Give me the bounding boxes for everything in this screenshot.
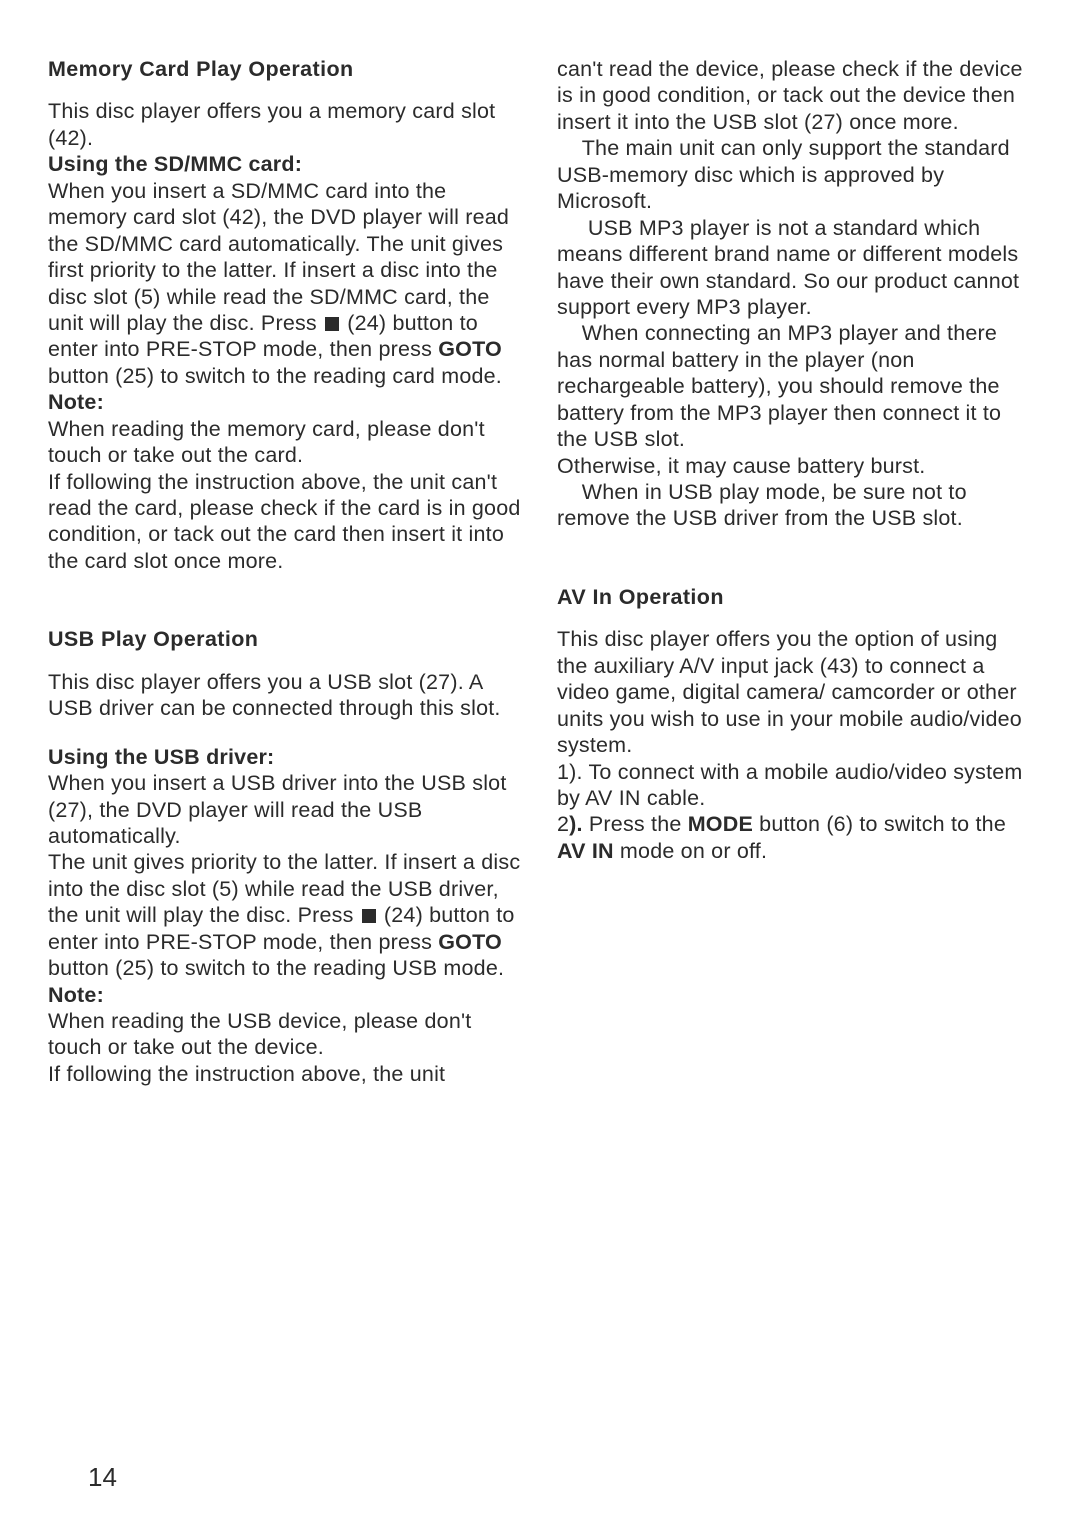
- usb-note-2: If following the instruction above, the …: [48, 1061, 523, 1087]
- memcard-body-c: button (25) to switch to the reading car…: [48, 364, 502, 388]
- memcard-title: Memory Card Play Operation: [48, 56, 523, 82]
- usb-subheading: Using the USB driver:: [48, 744, 523, 770]
- right-column: can't read the device, please check if t…: [557, 56, 1032, 1087]
- mode-label: MODE: [688, 812, 753, 836]
- av-3c: button (6) to switch to the: [753, 812, 1006, 836]
- usb-note-label: Note:: [48, 982, 523, 1008]
- memcard-body: When you insert a SD/MMC card into the m…: [48, 178, 523, 390]
- usb-intro: This disc player offers you a USB slot (…: [48, 669, 523, 722]
- usb-note-1: When reading the USB device, please don'…: [48, 1008, 523, 1061]
- page-number: 14: [88, 1462, 117, 1493]
- av-3d: mode on or off.: [614, 839, 767, 863]
- memcard-note-1: When reading the memory card, please don…: [48, 416, 523, 469]
- left-column: Memory Card Play Operation This disc pla…: [48, 56, 523, 1087]
- right-cont-1: can't read the device, please check if t…: [557, 56, 1032, 135]
- av-body-2: 1). To connect with a mobile audio/video…: [557, 759, 1032, 812]
- av-3b: Press the: [583, 812, 688, 836]
- av-body-1: This disc player offers you the option o…: [557, 626, 1032, 758]
- av-title: AV In Operation: [557, 584, 1032, 610]
- goto-label: GOTO: [438, 930, 502, 954]
- right-cont-4: When connecting an MP3 player and there …: [557, 320, 1032, 452]
- memcard-intro: This disc player offers you a memory car…: [48, 98, 523, 151]
- right-cont-6: When in USB play mode, be sure not to re…: [557, 479, 1032, 532]
- usb-title: USB Play Operation: [48, 626, 523, 652]
- usb-body-2c: button (25) to switch to the reading USB…: [48, 956, 504, 980]
- goto-label: GOTO: [438, 337, 502, 361]
- memcard-note-label: Note:: [48, 389, 523, 415]
- right-cont-5: Otherwise, it may cause battery burst.: [557, 453, 1032, 479]
- memcard-note-2: If following the instruction above, the …: [48, 469, 523, 575]
- memcard-subheading: Using the SD/MMC card:: [48, 151, 523, 177]
- usb-body-1: When you insert a USB driver into the US…: [48, 770, 523, 849]
- usb-body-2: The unit gives priority to the latter. I…: [48, 849, 523, 981]
- av-body-3: 2). Press the MODE button (6) to switch …: [557, 811, 1032, 864]
- right-cont-3: USB MP3 player is not a standard which m…: [557, 215, 1032, 321]
- av-3a: 2: [557, 812, 569, 836]
- stop-icon: [325, 317, 339, 331]
- avin-label: AV IN: [557, 839, 614, 863]
- right-cont-2: The main unit can only support the stand…: [557, 135, 1032, 214]
- av-3paren: ).: [569, 812, 583, 836]
- stop-icon: [362, 909, 376, 923]
